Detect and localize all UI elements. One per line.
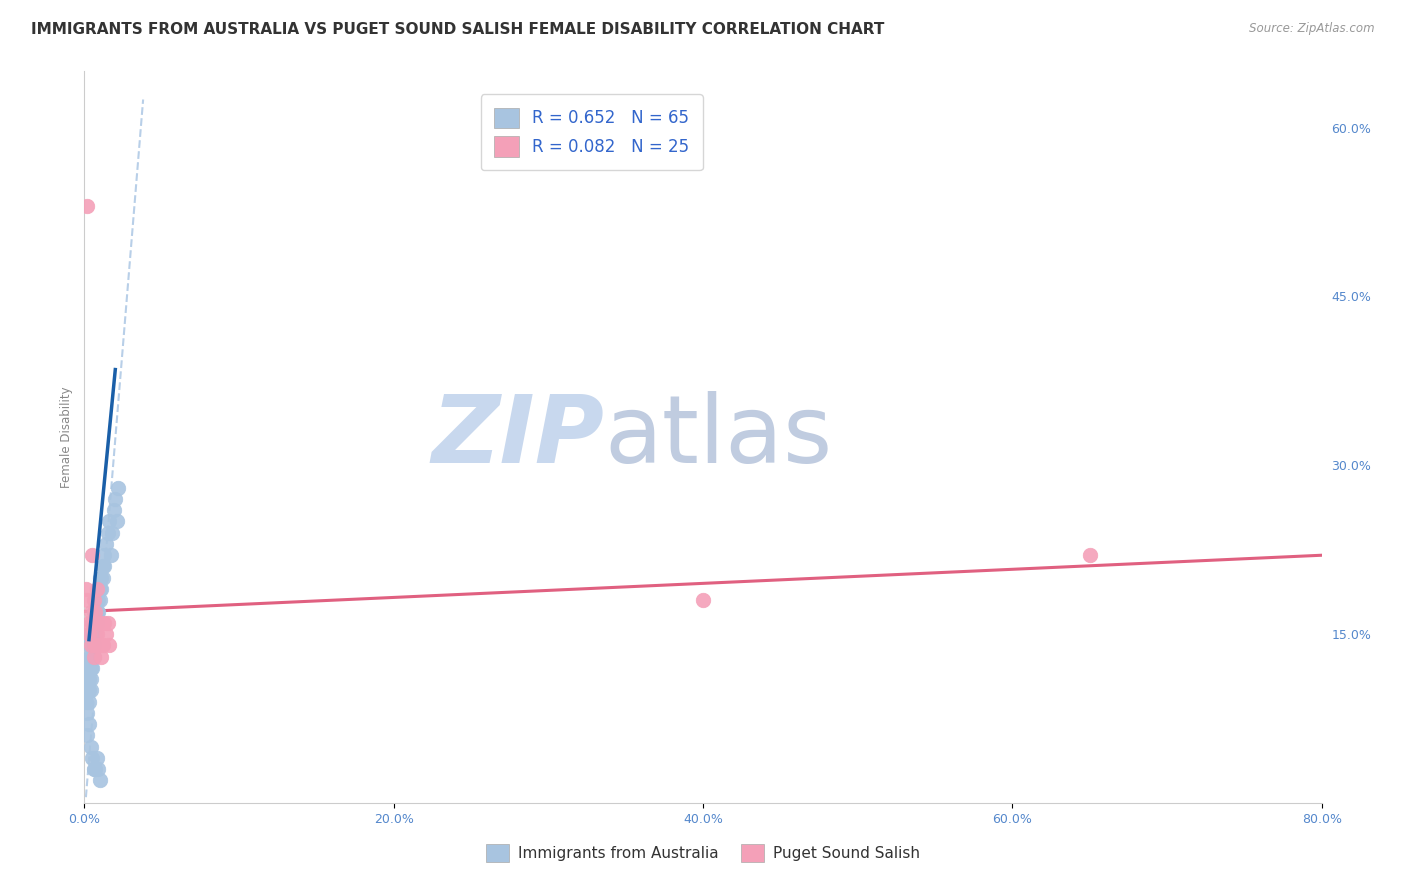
Point [76,661,98,675]
Point [91,638,114,652]
Point [86,593,108,607]
Point [79,605,101,619]
Point [90,582,112,596]
Point [94,627,117,641]
Point [79,683,101,698]
Point [91,559,114,574]
Point [87,582,110,596]
Point [82,548,104,562]
Point [94,537,117,551]
Point [77,672,100,686]
Point [82,661,104,675]
Point [692,593,714,607]
Point [103,503,125,517]
Point [84,627,107,641]
Point [83,649,105,664]
Point [83,649,105,664]
Point [76,199,98,213]
Point [1078,548,1101,562]
Point [79,638,101,652]
Point [82,751,104,765]
Point [79,627,101,641]
Point [86,627,108,641]
Point [84,615,107,630]
Point [77,615,100,630]
Point [75,683,97,698]
Point [79,672,101,686]
Point [83,593,105,607]
Point [84,762,107,776]
Point [104,491,127,506]
Point [79,661,101,675]
Point [75,582,97,596]
Legend: R = 0.652   N = 65, R = 0.082   N = 25: R = 0.652 N = 65, R = 0.082 N = 25 [481,95,703,170]
Point [79,739,101,754]
Point [76,683,98,698]
Point [82,627,104,641]
Point [83,615,105,630]
Point [87,605,110,619]
Point [90,649,112,664]
Point [79,638,101,652]
Point [82,615,104,630]
Point [93,548,115,562]
Point [77,649,100,664]
Point [107,481,129,495]
Point [86,615,108,630]
Point [93,615,115,630]
Point [89,773,111,788]
Point [84,638,107,652]
Point [84,605,107,619]
Point [76,672,98,686]
Text: ZIP: ZIP [432,391,605,483]
Point [89,615,111,630]
Point [83,638,105,652]
Point [90,571,112,585]
Point [82,615,104,630]
Point [77,638,100,652]
Text: IMMIGRANTS FROM AUSTRALIA VS PUGET SOUND SALISH FEMALE DISABILITY CORRELATION CH: IMMIGRANTS FROM AUSTRALIA VS PUGET SOUND… [31,22,884,37]
Text: atlas: atlas [605,391,832,483]
Point [77,694,100,708]
Point [83,605,105,619]
Point [76,593,98,607]
Point [89,582,111,596]
Point [79,649,101,664]
Point [93,559,115,574]
Point [77,627,100,641]
Point [89,593,111,607]
Point [96,525,118,540]
Point [83,627,105,641]
Point [86,751,108,765]
Point [76,706,98,720]
Point [87,638,110,652]
Point [75,694,97,708]
Point [105,515,128,529]
Point [82,638,104,652]
Point [89,571,111,585]
Point [86,582,108,596]
Point [84,605,107,619]
Point [84,593,107,607]
Point [86,605,108,619]
Point [77,661,100,675]
Point [98,638,121,652]
Point [87,762,110,776]
Legend: Immigrants from Australia, Puget Sound Salish: Immigrants from Australia, Puget Sound S… [479,838,927,868]
Point [87,593,110,607]
Point [76,728,98,742]
Point [98,515,121,529]
Point [100,548,122,562]
Point [83,762,105,776]
Text: Source: ZipAtlas.com: Source: ZipAtlas.com [1250,22,1375,36]
Point [82,649,104,664]
Point [77,683,100,698]
Y-axis label: Female Disability: Female Disability [60,386,73,488]
Point [91,571,114,585]
Point [96,615,118,630]
Point [101,525,124,540]
Point [77,717,100,731]
